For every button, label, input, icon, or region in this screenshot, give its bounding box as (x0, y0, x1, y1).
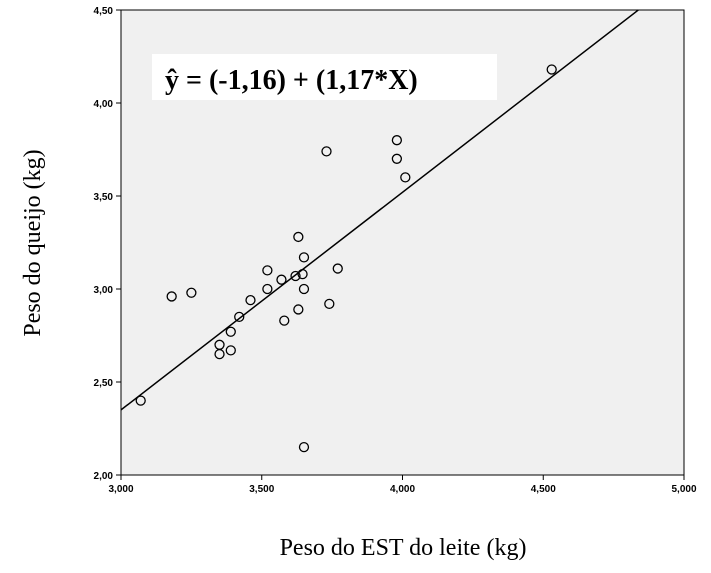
x-tick-label: 4,500 (531, 484, 556, 495)
data-point (135, 395, 146, 406)
data-point (245, 295, 256, 306)
x-tick-label: 3,500 (249, 484, 274, 495)
data-point (234, 311, 245, 323)
data-point (186, 287, 197, 298)
annotation-box (152, 54, 497, 100)
data-point (400, 172, 411, 183)
data-point (262, 283, 273, 295)
y-tick-label: 2,00 (94, 471, 114, 482)
data-point (166, 291, 177, 302)
data-point (293, 231, 304, 243)
data-point (324, 298, 335, 310)
data-point (214, 339, 225, 350)
x-tick-label: 4,000 (390, 484, 415, 495)
y-axis-label: Peso do queijo (kg) (20, 149, 46, 336)
data-point (298, 252, 310, 263)
y-tick-label: 2,50 (94, 378, 114, 389)
data-point (298, 283, 310, 295)
x-tick-label: 5,000 (671, 484, 696, 495)
x-tick-label: 3,000 (108, 484, 133, 495)
data-point (293, 304, 304, 315)
data-point (321, 146, 332, 157)
regression-line (120, 9, 639, 411)
y-axis: 2,00 2,50 3,00 3,50 4,00 4,50 (94, 6, 121, 482)
y-tick-label: 4,00 (94, 99, 114, 110)
data-point (225, 326, 236, 337)
y-tick-label: 3,50 (94, 192, 114, 203)
regression-equation: ŷ = (-1,16) + (1,17*X) (165, 65, 418, 96)
data-point (276, 274, 287, 285)
data-point (290, 270, 301, 282)
data-point (391, 135, 403, 146)
y-tick-label: 3,00 (94, 285, 114, 296)
data-point (225, 345, 236, 356)
x-axis: 3,000 3,500 4,000 4,500 5,000 (108, 475, 697, 495)
data-point (391, 153, 403, 164)
data-point (298, 441, 310, 453)
data-point (297, 268, 308, 280)
x-axis-label: Peso do EST do leite (kg) (280, 535, 527, 561)
data-point (279, 315, 290, 326)
data-point (332, 263, 343, 274)
data-point (262, 265, 273, 276)
data-points (135, 64, 557, 453)
y-tick-label: 4,50 (94, 6, 114, 17)
data-point (546, 64, 557, 75)
